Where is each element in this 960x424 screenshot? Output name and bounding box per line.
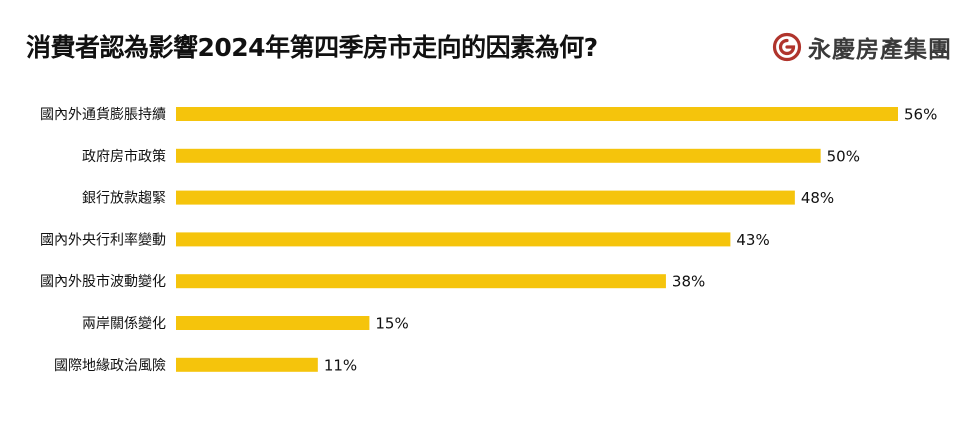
- category-label: 政府房市政策: [82, 148, 166, 165]
- bar: [176, 148, 821, 163]
- value-label: 50%: [827, 147, 860, 165]
- category-label: 國內外股市波動變化: [40, 273, 166, 290]
- category-label: 國內外央行利率變動: [40, 231, 166, 248]
- value-label: 38%: [672, 273, 705, 291]
- bar: [176, 357, 318, 372]
- value-label: 11%: [324, 356, 357, 374]
- bar: [176, 107, 898, 121]
- category-label: 國內外通貨膨脹持續: [40, 106, 166, 123]
- value-label: 43%: [736, 231, 769, 249]
- category-label: 兩岸關係變化: [82, 316, 166, 332]
- value-label: 56%: [904, 106, 937, 124]
- yungching-logo-icon: [772, 32, 802, 62]
- chart-title: 消費者認為影響2024年第四季房市走向的因素為何?: [26, 33, 598, 62]
- brand-name: 永慶房產集團: [808, 37, 952, 63]
- category-label: 國際地緣政治風險: [54, 358, 166, 374]
- brand-logo: 永慶房產集團: [772, 30, 952, 64]
- value-label: 15%: [375, 315, 408, 333]
- bar: [176, 274, 666, 289]
- bar: [176, 232, 731, 247]
- value-label: 48%: [801, 189, 834, 207]
- bar: [176, 190, 795, 205]
- bar: [176, 316, 370, 330]
- category-label: 銀行放款趨緊: [82, 191, 166, 207]
